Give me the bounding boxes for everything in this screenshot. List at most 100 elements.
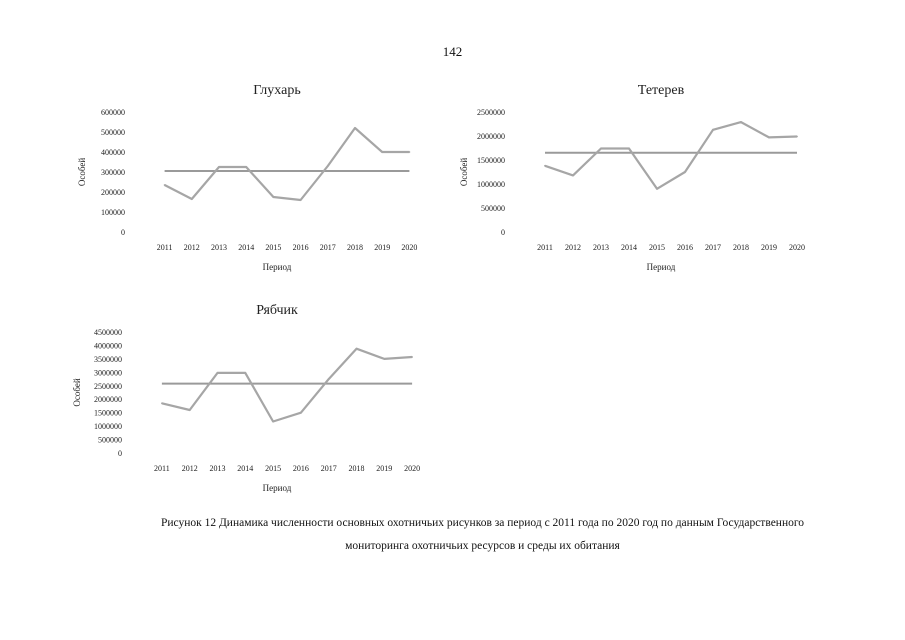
x-tick-label: 2013 — [210, 464, 226, 473]
x-tick-label: 2013 — [593, 243, 609, 252]
x-tick-label: 2018 — [347, 243, 363, 252]
x-tick-label: 2018 — [349, 464, 365, 473]
x-tick-label: 2016 — [677, 243, 693, 252]
series-line-teterev — [544, 120, 798, 190]
y-tick-label: 100000 — [101, 208, 125, 217]
y-tick-label: 0 — [501, 228, 505, 237]
y-tick-label: 3500000 — [94, 355, 122, 364]
data-point — [190, 198, 193, 200]
data-point — [218, 166, 220, 168]
data-point — [572, 174, 574, 177]
y-axis-label: Особей — [459, 158, 469, 186]
x-tick-label: 2017 — [705, 243, 721, 252]
x-axis-label: Период — [647, 262, 676, 272]
x-tick-label: 2014 — [238, 243, 254, 252]
x-axis-label: Период — [263, 262, 292, 272]
y-tick-label: 500000 — [98, 436, 122, 445]
x-tick-label: 2020 — [401, 243, 417, 252]
page-number: 142 — [442, 44, 463, 59]
series-line-glukhar — [164, 126, 410, 202]
y-tick-label: 0 — [118, 449, 122, 458]
y-tick-label: 4500000 — [94, 328, 122, 337]
x-tick-label: 2011 — [157, 243, 173, 252]
y-tick-label: 1000000 — [477, 180, 505, 189]
x-tick-label: 2017 — [320, 243, 336, 252]
y-tick-label: 0 — [121, 228, 125, 237]
x-tick-label: 2013 — [211, 243, 227, 252]
data-point — [408, 151, 411, 153]
y-tick-label: 1500000 — [477, 156, 505, 165]
data-point — [354, 127, 356, 129]
data-point — [272, 420, 274, 423]
y-tick-label: 2500000 — [94, 382, 122, 391]
x-tick-label: 2020 — [404, 464, 420, 473]
x-tick-label: 2019 — [761, 243, 777, 252]
data-point — [300, 411, 302, 414]
x-tick-label: 2011 — [537, 243, 553, 252]
x-tick-label: 2015 — [649, 243, 665, 252]
chart-title-teterev: Тетерев — [638, 83, 685, 98]
x-tick-label: 2019 — [374, 243, 390, 252]
data-point — [383, 357, 386, 360]
y-tick-label: 400000 — [101, 148, 125, 157]
data-point — [768, 136, 770, 139]
data-point — [712, 128, 714, 131]
y-tick-label: 1500000 — [94, 409, 122, 418]
y-tick-label: 2000000 — [477, 132, 505, 141]
x-tick-label: 2019 — [376, 464, 392, 473]
x-tick-label: 2017 — [321, 464, 337, 473]
data-point — [796, 135, 798, 138]
y-tick-label: 2500000 — [477, 108, 505, 117]
x-tick-label: 2011 — [154, 464, 170, 473]
x-tick-label: 2012 — [565, 243, 581, 252]
chart-title-ryabchik: Рябчик — [256, 303, 298, 318]
y-tick-label: 2000000 — [94, 395, 122, 404]
data-point — [163, 184, 166, 186]
x-tick-label: 2014 — [621, 243, 637, 252]
data-point — [411, 356, 413, 358]
series-line-ryabchik — [161, 347, 413, 423]
x-tick-label: 2012 — [182, 464, 198, 473]
data-point — [245, 166, 248, 168]
data-point — [628, 147, 630, 150]
x-tick-label: 2015 — [265, 243, 281, 252]
chart-glukhar: Глухарь 0 100000 200000 300000 400000 500000 60… — [77, 83, 417, 272]
data-point — [326, 165, 329, 167]
data-point — [355, 347, 358, 350]
data-point — [244, 371, 247, 374]
data-point — [272, 196, 275, 198]
x-axis-label: Период — [263, 483, 292, 493]
chart-title-glukhar: Глухарь — [253, 83, 300, 98]
data-point — [161, 402, 163, 405]
data-point — [299, 199, 302, 201]
y-tick-label: 500000 — [481, 204, 505, 213]
y-tick-label: 500000 — [101, 128, 125, 137]
data-point — [600, 147, 602, 150]
data-point — [656, 187, 658, 190]
x-tick-label: 2016 — [293, 464, 309, 473]
y-tick-label: 3000000 — [94, 368, 122, 377]
x-tick-label: 2014 — [237, 464, 253, 473]
chart-teterev: Тетерев 0 500000 1000000 1500000 2000000 25000… — [459, 83, 805, 272]
y-tick-label: 4000000 — [94, 341, 122, 350]
y-tick-label: 600000 — [101, 108, 125, 117]
x-tick-label: 2018 — [733, 243, 749, 252]
data-point — [684, 171, 686, 173]
y-tick-label: 200000 — [101, 188, 125, 197]
x-tick-label: 2012 — [184, 243, 200, 252]
chart-ryabchik: Рябчик 0 500000 1000000 1500000 2000000 250000… — [72, 303, 420, 493]
y-axis-label: Особей — [72, 378, 82, 406]
x-tick-label: 2020 — [789, 243, 805, 252]
data-point — [544, 164, 546, 167]
data-point — [327, 378, 330, 380]
data-point — [381, 151, 384, 153]
data-point — [740, 121, 742, 123]
figure-caption: Рисунок 12 Динамика численности основных… — [60, 512, 905, 558]
y-tick-label: 300000 — [101, 168, 125, 177]
data-point — [188, 409, 191, 411]
caption-line-1: Рисунок 12 Динамика численности основных… — [160, 517, 805, 529]
x-tick-label: 2016 — [293, 243, 309, 252]
caption-line-2: мониторинга охотничьих ресурсов и среды … — [345, 540, 620, 552]
data-point — [216, 371, 219, 374]
x-tick-label: 2015 — [265, 464, 281, 473]
